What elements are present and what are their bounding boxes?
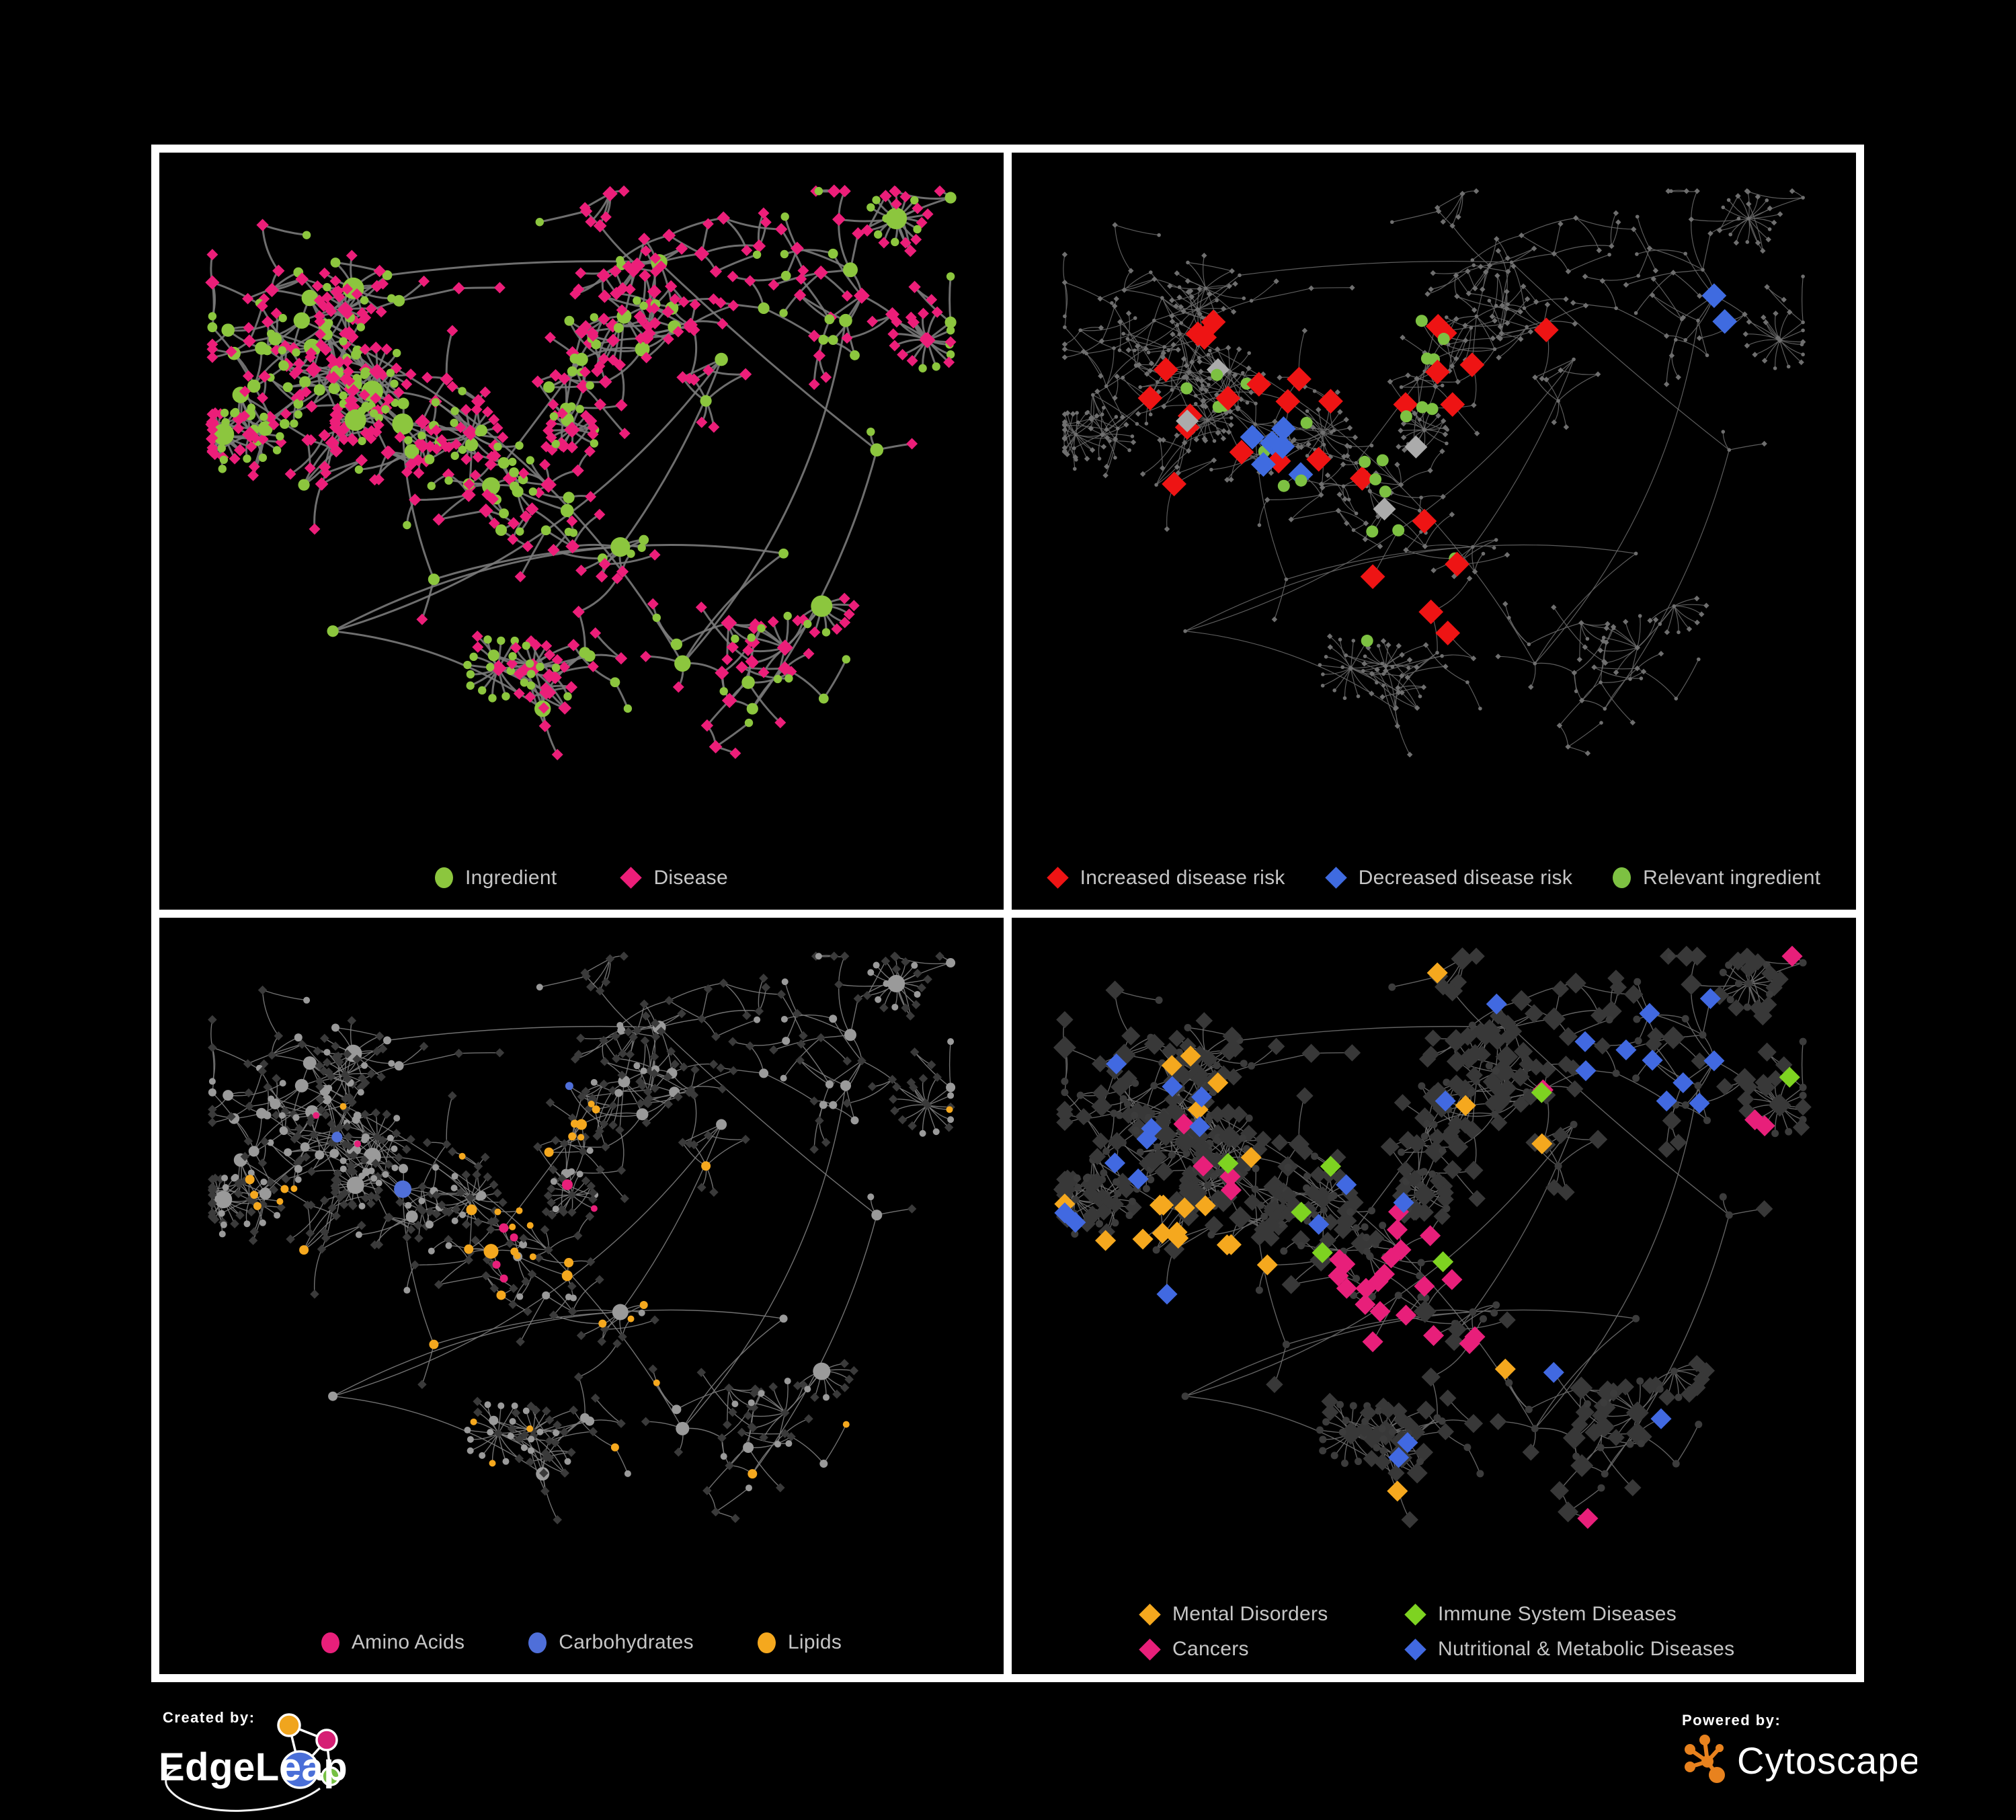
legend-disease-classes: Mental Disorders Immune System Diseases … <box>1139 1603 1734 1661</box>
carbohydrates-circle-swatch <box>528 1632 547 1653</box>
legend-label-carbohydrates: Carbohydrates <box>559 1631 694 1653</box>
legend-item-decreased-risk: Decreased disease risk <box>1324 866 1573 889</box>
edgeleap-branding: Created by: EdgeLeap <box>159 1709 348 1812</box>
legend-item-increased-risk: Increased disease risk <box>1046 866 1285 889</box>
legend-item-carbohydrates: Carbohydrates <box>528 1631 694 1654</box>
legend-item-amino-acids: Amino Acids <box>321 1631 465 1654</box>
edgeleap-wordmark: EdgeLeap <box>159 1745 348 1789</box>
legend-label-disease: Disease <box>653 866 728 889</box>
edgeleap-node-orange <box>277 1713 301 1737</box>
relevant-ingredient-circle-swatch <box>1613 867 1631 888</box>
cytoscape-logo-icon <box>1685 1735 1725 1783</box>
legend-label-increased-risk: Increased disease risk <box>1080 866 1285 889</box>
legend-label-ingredient: Ingredient <box>465 866 557 889</box>
legend-label-lipids: Lipids <box>787 1631 842 1653</box>
decreased-risk-diamond-swatch <box>1324 867 1347 889</box>
lipids-circle-swatch <box>757 1632 776 1653</box>
legend-label-mental-disorders: Mental Disorders <box>1172 1603 1328 1625</box>
amino-acids-circle-swatch <box>321 1632 339 1653</box>
immune-diseases-diamond-swatch <box>1404 1603 1426 1626</box>
legend-label-immune-diseases: Immune System Diseases <box>1438 1603 1677 1625</box>
legend-item-nutritional-diseases: Nutritional & Metabolic Diseases <box>1404 1638 1735 1661</box>
legend-item-relevant-ingredient: Relevant ingredient <box>1613 867 1820 889</box>
panel-frame: Ingredient Disease Increased disease ris… <box>151 145 1864 1682</box>
legend-item-mental-disorders: Mental Disorders <box>1139 1603 1405 1626</box>
legend-item-ingredient: Ingredient <box>435 867 557 889</box>
panel-nutrient-classes: Amino Acids Carbohydrates Lipids <box>159 917 1004 1674</box>
legend-label-nutritional-diseases: Nutritional & Metabolic Diseases <box>1438 1638 1735 1660</box>
legend-item-disease: Disease <box>620 866 728 889</box>
legend-label-decreased-risk: Decreased disease risk <box>1358 866 1573 889</box>
disease-class-network-graph <box>1053 945 1812 1529</box>
legend-label-amino-acids: Amino Acids <box>351 1631 465 1653</box>
legend-item-immune-diseases: Immune System Diseases <box>1404 1603 1734 1626</box>
mental-disorders-diamond-swatch <box>1139 1603 1161 1626</box>
powered-by-label: Powered by: <box>1682 1712 1781 1729</box>
panel-disease-classes: Mental Disorders Immune System Diseases … <box>1012 917 1856 1674</box>
nutritional-diseases-diamond-swatch <box>1404 1638 1426 1661</box>
legend-label-cancers: Cancers <box>1172 1638 1249 1660</box>
panel-ingredient-disease: Ingredient Disease <box>159 153 1004 910</box>
cytoscape-wordmark: Cytoscape <box>1737 1739 1917 1782</box>
ingredient-disease-network-graph <box>205 184 957 760</box>
increased-risk-diamond-swatch <box>1046 867 1069 889</box>
legend-item-lipids: Lipids <box>757 1631 842 1654</box>
edgeleap-swoosh <box>165 1766 321 1812</box>
nutrient-class-network-graph <box>208 951 956 1524</box>
disease-diamond-swatch <box>620 867 643 889</box>
panel-grid: Ingredient Disease Increased disease ris… <box>151 145 1864 1682</box>
disease-risk-network-graph <box>1061 188 1806 758</box>
panel-disease-risk: Increased disease risk Decreased disease… <box>1012 153 1856 910</box>
legend-item-cancers: Cancers <box>1139 1638 1405 1661</box>
ingredient-circle-swatch <box>435 867 454 888</box>
legend-disease-risk: Increased disease risk Decreased disease… <box>1012 867 1856 889</box>
legend-label-relevant-ingredient: Relevant ingredient <box>1643 866 1821 889</box>
cytoscape-branding: Powered by: Cytoscape <box>1682 1712 1917 1783</box>
legend-nutrient-classes: Amino Acids Carbohydrates Lipids <box>159 1631 1004 1654</box>
edgeleap-logo-icon <box>277 1713 341 1789</box>
cancers-diamond-swatch <box>1139 1638 1161 1661</box>
edgeleap-node-pink <box>315 1729 338 1751</box>
created-by-label: Created by: <box>163 1709 255 1726</box>
edgeleap-node-green <box>321 1766 341 1786</box>
legend-ingredient-disease: Ingredient Disease <box>159 867 1004 889</box>
edgeleap-node-blue <box>280 1750 319 1789</box>
